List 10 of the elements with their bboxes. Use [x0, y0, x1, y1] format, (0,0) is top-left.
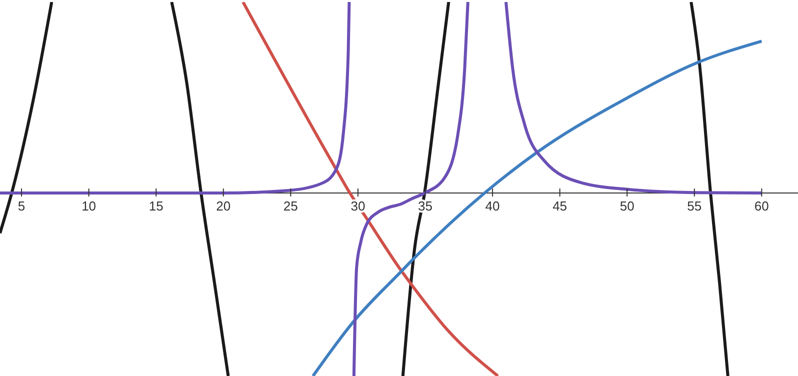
x-tick-label: 15 [148, 198, 164, 214]
x-tick-label: 40 [485, 198, 500, 214]
x-tick-label: 45 [552, 198, 568, 214]
x-tick-label: 10 [82, 198, 96, 214]
x-tick-label: 60 [754, 198, 769, 214]
x-tick-label: 20 [216, 198, 231, 214]
x-tick-label: 5 [18, 198, 26, 214]
x-tick-label: 50 [620, 198, 634, 214]
x-tick-label: 55 [687, 198, 702, 214]
x-tick-label: 25 [283, 198, 298, 214]
